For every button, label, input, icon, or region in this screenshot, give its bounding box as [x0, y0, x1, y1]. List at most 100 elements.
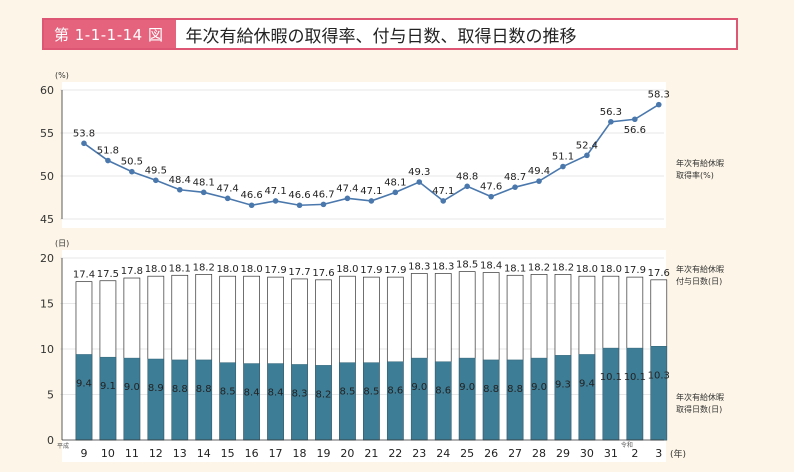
taken-days-bar	[506, 359, 524, 441]
line-y-tick-label: 60	[40, 84, 54, 97]
rate-point	[200, 189, 207, 196]
x-unit-label: (年)	[670, 448, 686, 460]
taken-days-bar	[123, 357, 141, 441]
taken-days-bar	[219, 362, 236, 441]
rate-point	[368, 198, 375, 204]
rate-point	[440, 198, 447, 204]
taken-data-label: 8.5	[220, 387, 236, 398]
bar-x-tick-label: 30	[580, 447, 594, 460]
granted-data-label: 18.1	[169, 263, 191, 274]
bar-x-tick-label: 14	[197, 447, 211, 460]
taken-days-bar	[554, 355, 572, 441]
taken-days-bar	[650, 346, 668, 441]
granted-data-label: 18.0	[217, 264, 239, 275]
taken-days-bar	[339, 362, 356, 441]
taken-data-label: 8.3	[292, 388, 308, 399]
granted-data-label: 18.3	[408, 261, 430, 272]
bar-x-tick-label: 2	[631, 447, 638, 460]
granted-data-label: 17.6	[648, 268, 670, 279]
rate-data-label: 49.4	[528, 166, 550, 177]
taken-data-label: 9.4	[579, 378, 595, 389]
granted-data-label: 18.2	[528, 262, 550, 273]
taken-data-label: 8.5	[339, 387, 355, 398]
taken-data-label: 8.8	[196, 384, 212, 395]
figure-title: 年次有給休暇の取得率、付与日数、取得日数の推移	[185, 26, 577, 47]
taken-data-label: 9.1	[100, 381, 116, 392]
rate-data-label: 51.1	[552, 152, 574, 163]
taken-data-label: 8.4	[268, 388, 284, 399]
taken-days-bar	[530, 357, 548, 441]
bar-x-tick-label: 24	[436, 447, 450, 460]
rate-point	[176, 186, 183, 193]
taken-data-label: 8.2	[316, 389, 332, 400]
rate-data-label: 46.7	[312, 189, 334, 200]
taken-days-bar	[267, 363, 284, 441]
taken-days-bar	[387, 361, 404, 441]
taken-days-bar	[626, 347, 644, 441]
bar-x-tick-label: 10	[101, 447, 115, 460]
rate-point	[560, 163, 566, 170]
granted-data-label: 17.5	[97, 269, 119, 280]
rate-data-label: 46.6	[288, 190, 310, 201]
rate-point	[129, 168, 135, 175]
bar-x-tick-label: 19	[316, 447, 330, 460]
rate-point	[344, 195, 351, 202]
taken-data-label: 10.1	[624, 372, 646, 383]
bar-x-tick-label: 25	[460, 447, 474, 460]
rate-point	[320, 201, 327, 208]
granted-data-label: 17.8	[121, 266, 143, 277]
bar-x-tick-label: 12	[149, 447, 163, 460]
bar-y-tick-label: 0	[47, 434, 54, 447]
taken-days-bar	[458, 357, 476, 441]
bar-y-tick-label: 20	[40, 252, 54, 265]
rate-point	[464, 183, 470, 190]
taken-days-bar	[75, 354, 93, 441]
bar-x-tick-label: 11	[125, 447, 139, 460]
bar-x-tick-label: 17	[269, 447, 283, 460]
granted-data-label: 18.2	[193, 262, 215, 273]
granted-data-label: 18.0	[145, 264, 167, 275]
rate-point	[224, 195, 231, 202]
taken-data-label: 9.3	[555, 379, 571, 390]
rate-point	[392, 189, 399, 196]
taken-data-label: 9.4	[76, 378, 92, 389]
line-y-tick-label: 50	[40, 170, 54, 183]
rate-point	[512, 184, 518, 190]
rate-point	[105, 157, 111, 164]
rate-data-label: 50.5	[121, 157, 143, 168]
bar-x-tick-label: 16	[245, 447, 259, 460]
granted-data-label: 18.1	[504, 263, 526, 274]
taken-days-bar	[147, 358, 165, 441]
rate-data-label: 52.4	[576, 140, 598, 151]
bar-x-tick-label: 15	[221, 447, 235, 460]
taken-legend-line1: 年次有給休暇	[676, 392, 724, 402]
rate-point	[416, 179, 423, 185]
granted-legend-line1: 年次有給休暇	[676, 264, 724, 274]
rate-data-label: 56.6	[624, 125, 646, 136]
granted-data-label: 18.4	[480, 261, 502, 272]
granted-data-label: 17.9	[264, 265, 286, 276]
taken-days-bar	[243, 363, 260, 441]
rate-data-label: 48.1	[193, 177, 215, 188]
rate-data-label: 48.7	[504, 172, 526, 183]
taken-days-bar	[602, 347, 620, 441]
granted-data-label: 18.0	[336, 264, 358, 275]
line-y-tick-label: 45	[40, 213, 54, 226]
rate-data-label: 48.1	[384, 177, 406, 188]
rate-point	[248, 202, 255, 209]
taken-data-label: 9.0	[531, 382, 547, 393]
rate-point	[272, 198, 279, 204]
rate-data-label: 53.8	[73, 128, 95, 139]
taken-data-label: 8.8	[483, 384, 499, 395]
taken-data-label: 8.5	[363, 387, 379, 398]
rate-point	[536, 178, 542, 184]
rate-point	[584, 152, 590, 159]
rate-data-label: 58.3	[648, 90, 670, 101]
taken-days-bar	[99, 356, 117, 441]
granted-data-label: 17.6	[312, 268, 334, 279]
rate-point	[632, 116, 638, 123]
taken-data-label: 9.0	[411, 382, 427, 393]
era-heisei-label: 平成	[57, 442, 69, 450]
granted-data-label: 18.0	[576, 264, 598, 275]
taken-data-label: 10.3	[648, 370, 670, 381]
